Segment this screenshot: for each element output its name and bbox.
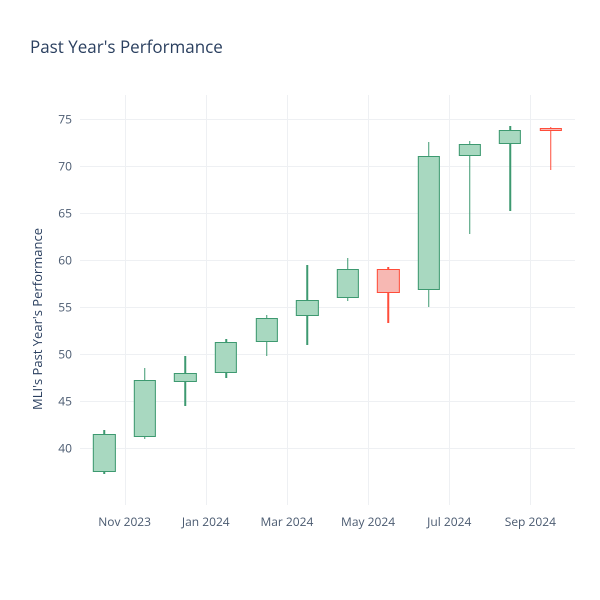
candlestick-chart: Past Year's Performance MLI's Past Year'… xyxy=(0,0,600,600)
gridline-horizontal xyxy=(80,213,575,214)
y-tick-label: 40 xyxy=(58,440,72,457)
gridline-vertical xyxy=(206,95,207,505)
candle-body xyxy=(377,269,399,293)
candle-body xyxy=(539,128,561,131)
gridline-horizontal xyxy=(80,260,575,261)
y-tick-label: 65 xyxy=(58,204,72,221)
candle-body xyxy=(296,300,318,317)
gridline-vertical xyxy=(530,95,531,505)
x-tick-label: Nov 2023 xyxy=(98,513,151,530)
plot-area xyxy=(80,95,575,505)
gridline-horizontal xyxy=(80,307,575,308)
y-tick-label: 50 xyxy=(58,346,72,363)
gridline-vertical xyxy=(125,95,126,505)
candle-body xyxy=(134,380,156,437)
candle-body xyxy=(458,144,480,156)
y-tick-label: 45 xyxy=(58,393,72,410)
candle-body xyxy=(215,342,237,373)
gridline-vertical xyxy=(368,95,369,505)
x-tick-label: Sep 2024 xyxy=(505,513,556,530)
y-tick-label: 55 xyxy=(58,299,72,316)
x-tick-label: May 2024 xyxy=(341,513,395,530)
candle-body xyxy=(337,269,359,297)
chart-title: Past Year's Performance xyxy=(30,35,223,58)
x-tick-label: Mar 2024 xyxy=(260,513,313,530)
x-tick-label: Jul 2024 xyxy=(427,513,471,530)
y-tick-label: 75 xyxy=(58,110,72,127)
candle-body xyxy=(174,373,196,382)
x-tick-label: Jan 2024 xyxy=(182,513,230,530)
candle-body xyxy=(418,156,440,290)
y-tick-label: 60 xyxy=(58,251,72,268)
gridline-horizontal xyxy=(80,448,575,449)
candle-body xyxy=(255,318,277,342)
gridline-horizontal xyxy=(80,166,575,167)
gridline-horizontal xyxy=(80,354,575,355)
candle-body xyxy=(499,130,521,144)
gridline-vertical xyxy=(287,95,288,505)
gridline-horizontal xyxy=(80,119,575,120)
y-axis-title: MLI's Past Year's Performance xyxy=(28,228,46,410)
y-tick-label: 70 xyxy=(58,157,72,174)
gridline-vertical xyxy=(449,95,450,505)
candle-wick xyxy=(550,127,552,170)
candle-body xyxy=(93,434,115,472)
